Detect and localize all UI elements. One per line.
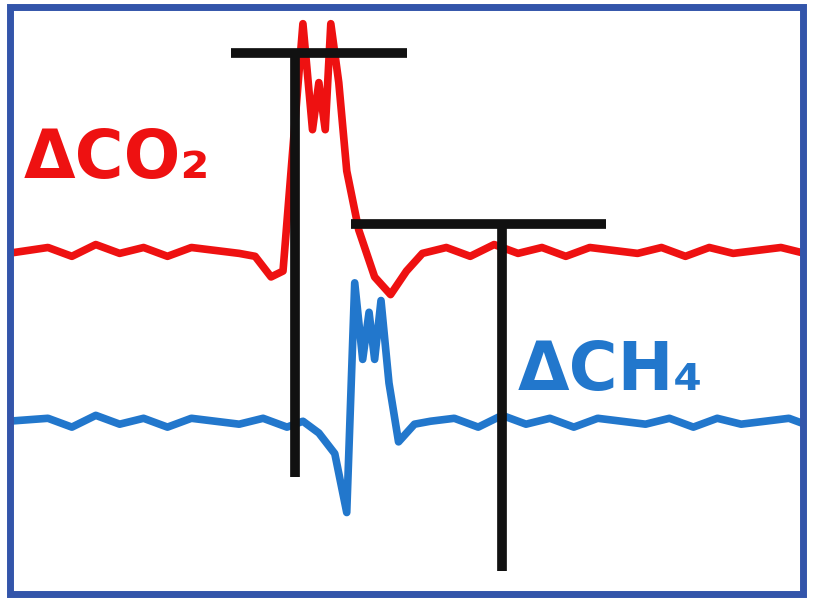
- Text: ΔCH₄: ΔCH₄: [518, 338, 703, 404]
- Text: ΔCO₂: ΔCO₂: [24, 126, 211, 192]
